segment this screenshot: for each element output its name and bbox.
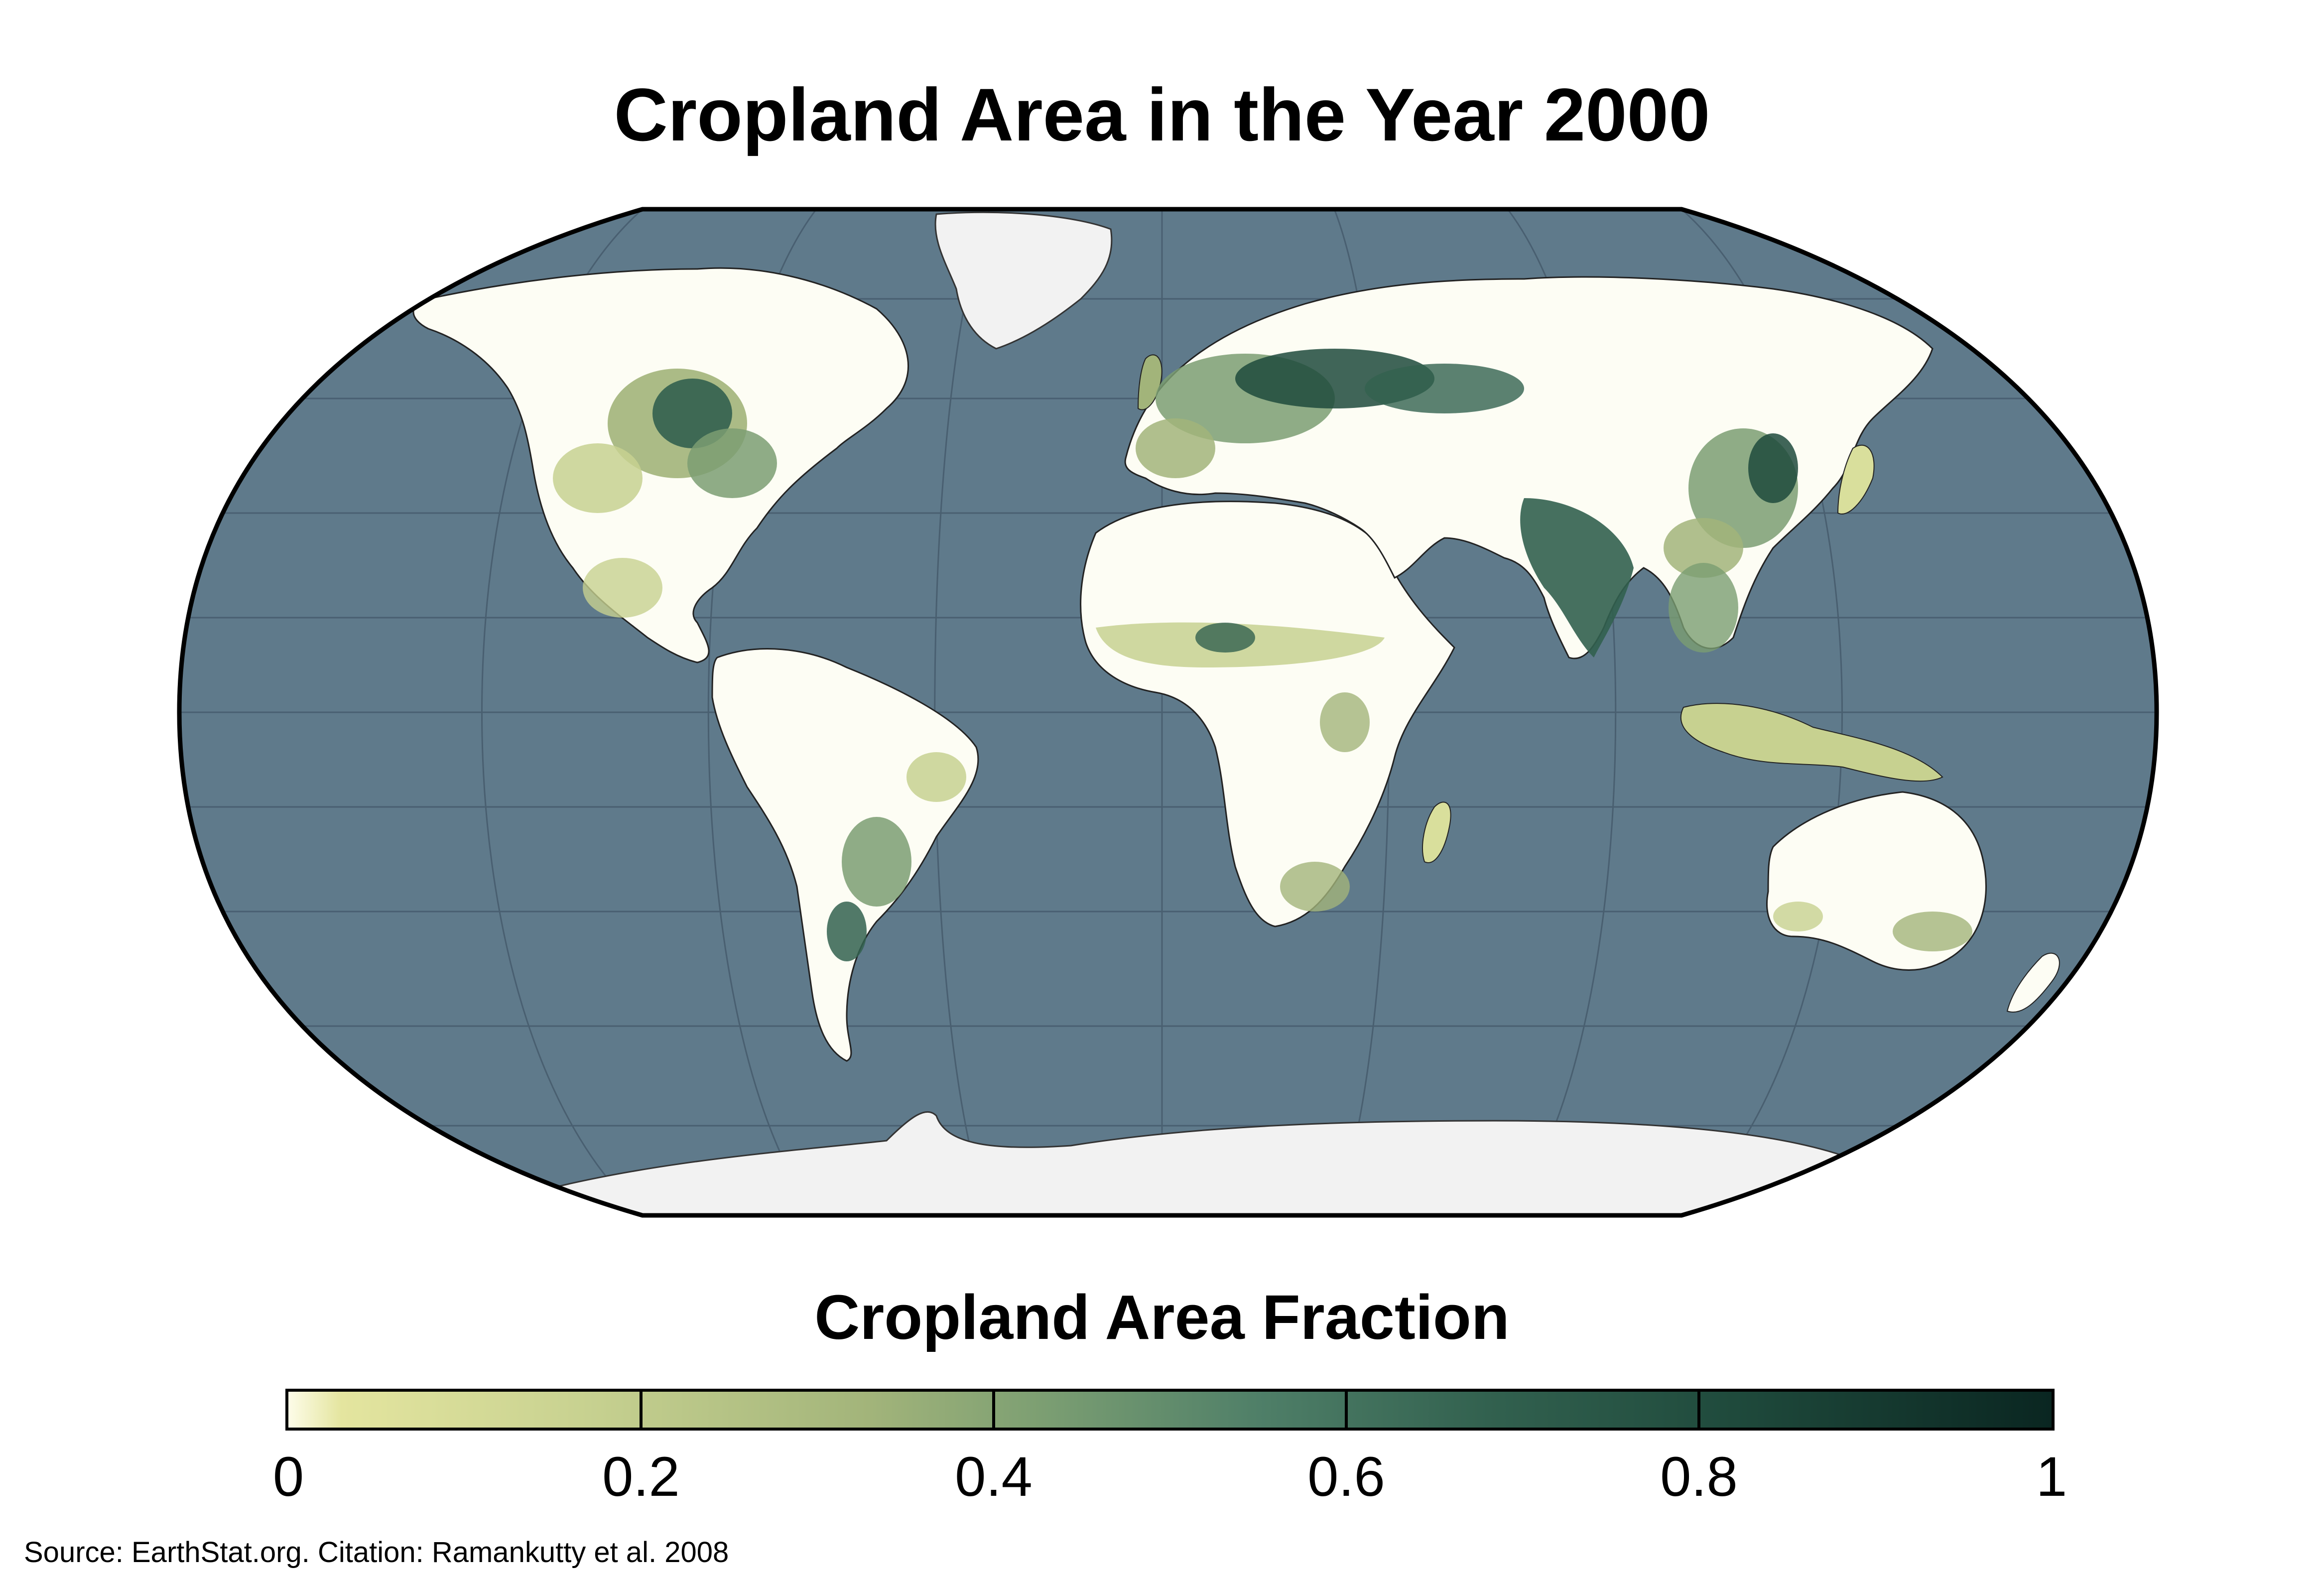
tick-label-0.6: 0.6: [1307, 1446, 1385, 1508]
colorbar-tick-0.4: [992, 1392, 995, 1428]
tick-label-0.2: 0.2: [602, 1446, 680, 1508]
antarctica: [423, 1111, 1969, 1215]
tick-label-0.4: 0.4: [955, 1446, 1033, 1508]
legend-title: Cropland Area Fraction: [814, 1282, 1510, 1352]
tick-label-1: 1: [2036, 1446, 2067, 1508]
tick-label-0: 0: [272, 1446, 304, 1508]
tick-label-0.8: 0.8: [1660, 1446, 1738, 1508]
colorbar-tick-0.6: [1345, 1392, 1348, 1428]
madagascar: [1422, 801, 1451, 863]
cropland-fraction: [553, 349, 1972, 961]
source-citation: Source: EarthStat.org. Citation: Ramanku…: [24, 1536, 729, 1569]
colorbar-tick-0.8: [1697, 1392, 1700, 1428]
map-title: Cropland Area in the Year 2000: [614, 73, 1710, 156]
colorbar: [285, 1389, 2055, 1431]
japan: [1837, 444, 1875, 515]
colorbar-tick-0.2: [640, 1392, 643, 1428]
globe-outline: [177, 207, 2159, 1218]
maritime-southeast-asia: [1680, 703, 1943, 782]
greenland: [934, 211, 1113, 350]
new-zealand: [2006, 952, 2060, 1013]
